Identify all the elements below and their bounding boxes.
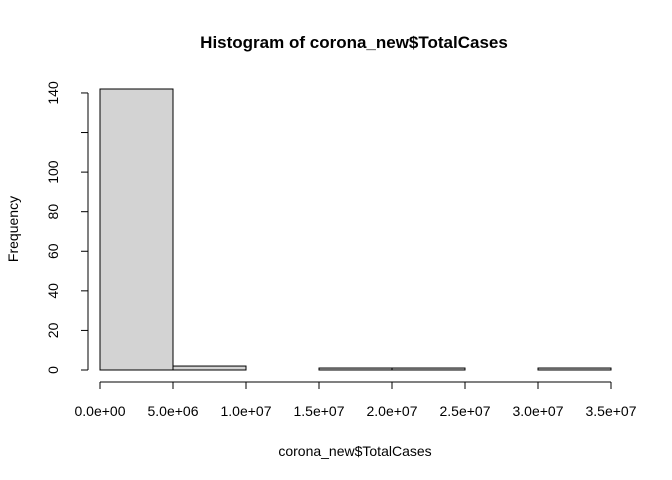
x-axis-label: corona_new$TotalCases xyxy=(278,443,431,459)
x-tick-label: 2.5e+07 xyxy=(440,403,491,419)
x-tick-label: 1.5e+07 xyxy=(294,403,345,419)
y-tick-label: 40 xyxy=(45,283,61,299)
histogram-bars xyxy=(99,88,612,371)
x-axis: 0.0e+00 5.0e+06 1.0e+07 1.5e+07 2.0e+07 2.5e+… xyxy=(75,381,637,419)
histogram-bar-4 xyxy=(391,367,466,371)
y-axis-label: Frequency xyxy=(5,196,21,262)
x-tick-label: 3.0e+07 xyxy=(513,403,564,419)
y-tick-label: 140 xyxy=(45,81,61,105)
y-tick-label: 100 xyxy=(45,160,61,184)
y-axis: 0 20 40 60 80 100 140 xyxy=(45,81,89,374)
y-tick-label: 80 xyxy=(45,204,61,220)
y-tick-label: 60 xyxy=(45,243,61,259)
chart-title: Histogram of corona_new$TotalCases xyxy=(200,33,508,52)
y-tick-label: 20 xyxy=(45,322,61,338)
histogram-bar-3 xyxy=(318,367,393,371)
x-tick-label: 0.0e+00 xyxy=(75,403,126,419)
y-tick-label: 0 xyxy=(45,366,61,374)
x-tick-label: 5.0e+06 xyxy=(148,403,199,419)
histogram-bar-6 xyxy=(537,367,612,371)
x-tick-label: 3.5e+07 xyxy=(586,403,637,419)
histogram-bar-1 xyxy=(172,365,247,371)
histogram-bar-0 xyxy=(99,88,174,371)
x-tick-label: 2.0e+07 xyxy=(367,403,418,419)
x-tick-label: 1.0e+07 xyxy=(221,403,272,419)
